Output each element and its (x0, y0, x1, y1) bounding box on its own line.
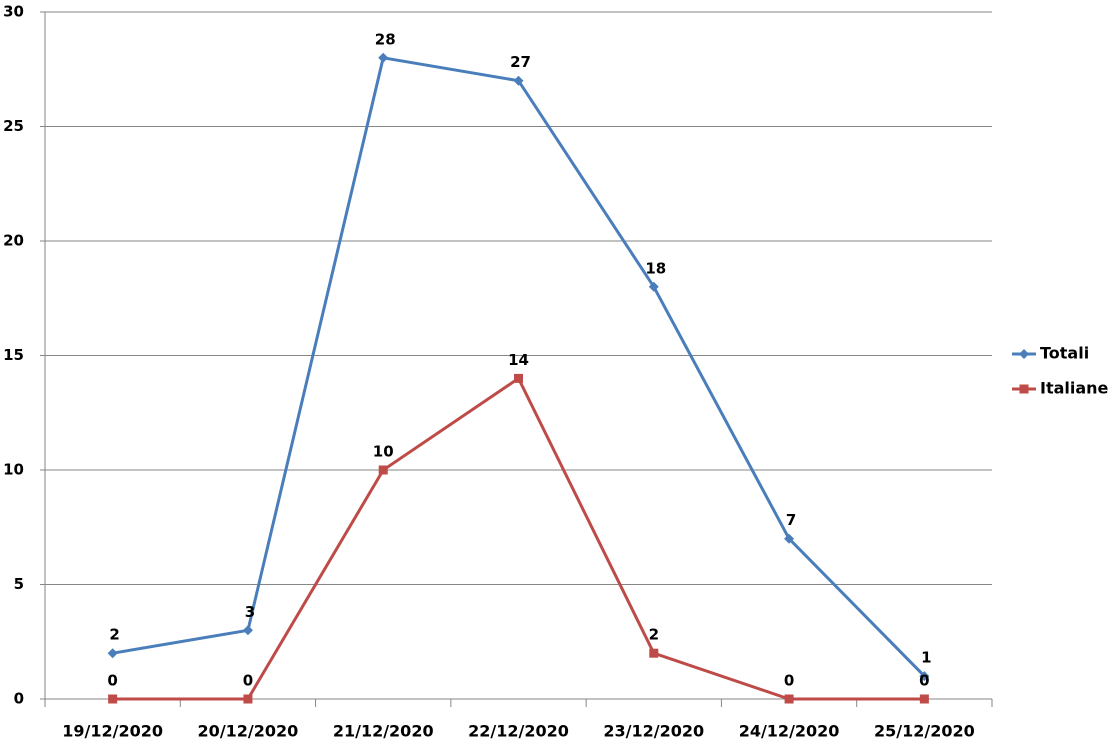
legend-marker (1019, 349, 1029, 359)
y-tick-label: 30 (3, 3, 24, 21)
y-tick-label: 25 (3, 117, 24, 135)
data-point (242, 625, 253, 636)
data-point (108, 694, 118, 704)
data-label: 1 (921, 649, 931, 667)
data-label: 7 (786, 511, 796, 529)
data-point (107, 648, 118, 659)
legend-label: Italiane (1040, 379, 1109, 398)
y-tick-label: 15 (3, 346, 24, 364)
data-point (514, 373, 523, 383)
series-line (112, 376, 925, 701)
data-label: 28 (375, 30, 396, 48)
x-tick-label: 24/12/2020 (739, 722, 840, 741)
data-label: 2 (109, 626, 119, 644)
legend-label: Totali (1040, 344, 1089, 363)
data-label: 14 (508, 351, 529, 369)
data-label: 3 (245, 603, 255, 621)
data-point (648, 281, 659, 292)
legend-marker (1019, 384, 1029, 394)
data-label: 0 (107, 672, 117, 690)
data-label: 27 (510, 53, 531, 71)
data-point (513, 75, 524, 86)
y-tick-label: 10 (3, 461, 24, 479)
data-point (919, 694, 929, 704)
data-label: 18 (645, 259, 666, 277)
x-tick-label: 21/12/2020 (333, 722, 434, 741)
y-tick-label: 0 (14, 690, 24, 708)
data-point (784, 694, 794, 704)
data-point (378, 52, 389, 63)
data-point (243, 694, 253, 704)
data-label: 10 (373, 443, 394, 461)
data-point (378, 465, 388, 475)
data-point (649, 648, 659, 658)
x-tick-label: 22/12/2020 (468, 722, 569, 741)
data-label: 0 (243, 672, 253, 690)
data-label: 0 (919, 672, 929, 690)
data-label: 2 (649, 626, 659, 644)
y-tick-label: 5 (14, 575, 24, 593)
data-point (919, 671, 930, 682)
y-tick-label: 20 (3, 232, 24, 250)
x-tick-label: 20/12/2020 (198, 722, 299, 741)
x-tick-label: 23/12/2020 (603, 722, 704, 741)
x-tick-label: 25/12/2020 (874, 722, 975, 741)
x-tick-label: 19/12/2020 (62, 722, 163, 741)
data-point (784, 533, 795, 544)
data-label: 0 (784, 672, 794, 690)
